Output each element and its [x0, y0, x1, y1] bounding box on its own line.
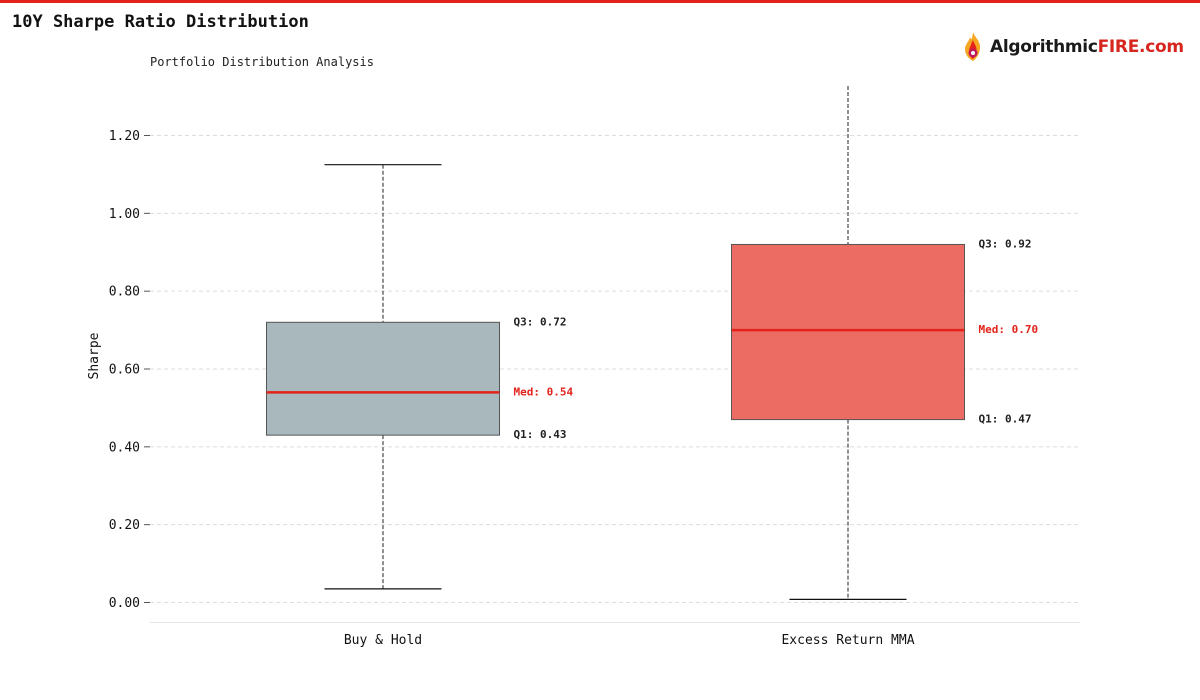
box-buy-hold: [266, 321, 500, 436]
chart-subtitle: Portfolio Distribution Analysis: [150, 55, 374, 69]
box-plots: [266, 86, 965, 600]
y-tick-label: 0.80: [109, 285, 140, 300]
y-tick-label: 0.20: [109, 518, 140, 533]
median-label-buy-hold: Med: 0.54: [514, 385, 574, 398]
q3-label-excess-return-mma: Q3: 0.92: [979, 237, 1032, 250]
chart-title: 10Y Sharpe Ratio Distribution: [12, 12, 309, 32]
flame-logo-icon: [965, 32, 981, 61]
box-excess-return-mma: [731, 243, 965, 421]
grid-lines: [150, 135, 1080, 603]
median-label-excess-return-mma: Med: 0.70: [979, 323, 1039, 336]
y-tick-label: 0.00: [109, 596, 140, 611]
y-tick-label: 1.20: [109, 129, 140, 144]
q1-label-buy-hold: Q1: 0.43: [514, 428, 567, 441]
brand-name: Algorithmic: [990, 37, 1098, 57]
top-accent-rule: [0, 0, 1200, 3]
brand-logo: AlgorithmicFIRE.com: [960, 30, 1184, 64]
y-axis: 0.00 0.20 0.40 0.60 0.80 1.00 1.20: [109, 129, 150, 611]
y-tick-label: 0.40: [109, 440, 140, 455]
category-label-excess-return-mma: Excess Return MMA: [781, 633, 914, 648]
y-axis-label: Sharpe: [87, 332, 102, 379]
y-tick-label: 0.60: [109, 363, 140, 378]
category-label-buy-hold: Buy & Hold: [344, 633, 422, 648]
q3-label-buy-hold: Q3: 0.72: [514, 315, 567, 328]
stat-labels: Q3: 0.72 Med: 0.54 Q1: 0.43 Buy & Hold Q3: 0…: [344, 237, 1038, 648]
y-tick-label: 1.00: [109, 207, 140, 222]
brand-suffix: FIRE.com: [1097, 37, 1184, 57]
q1-label-excess-return-mma: Q1: 0.47: [979, 413, 1032, 426]
